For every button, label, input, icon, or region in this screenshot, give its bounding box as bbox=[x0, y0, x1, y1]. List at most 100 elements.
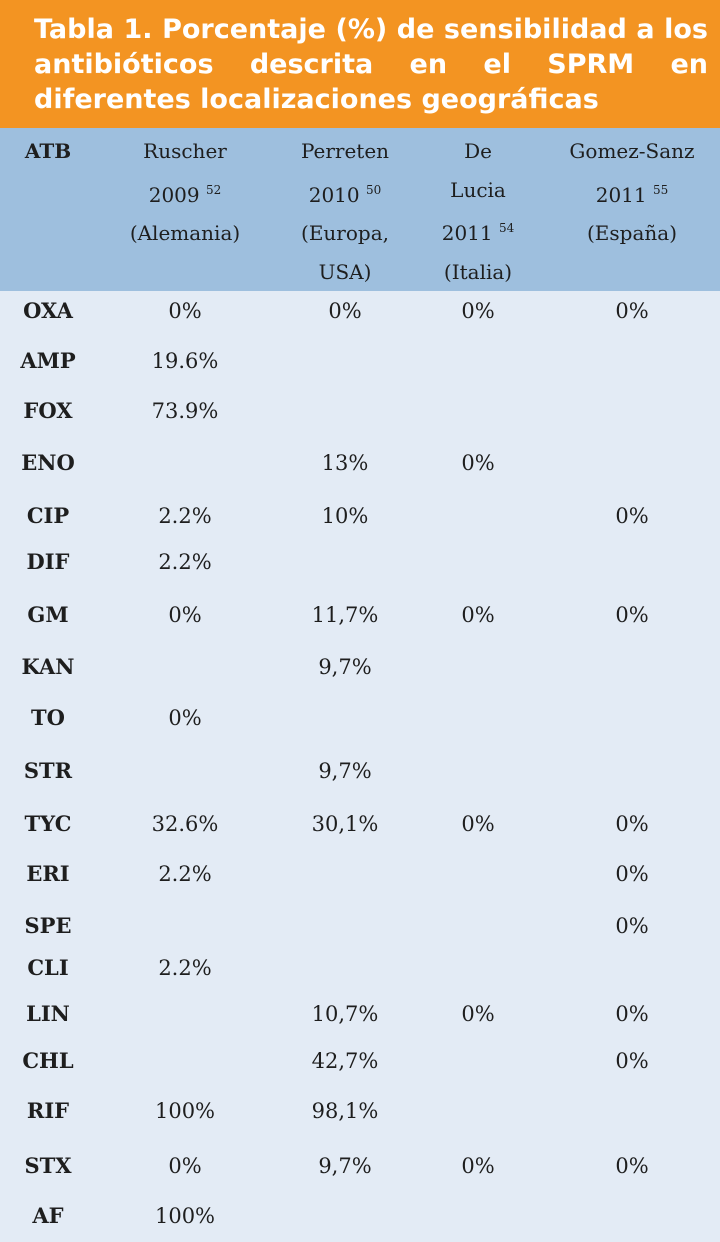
sensitivity-value: 0% bbox=[615, 1002, 649, 1026]
antibiotic-code: STX bbox=[24, 1153, 72, 1178]
antibiotic-code: DIF bbox=[26, 549, 70, 574]
column-header: Gomez-Sanz 2011 55 (España) bbox=[542, 132, 720, 253]
column-header-text: Ruscher bbox=[143, 139, 227, 163]
column-header-line: De bbox=[423, 132, 533, 171]
column-header: Perreten 2010 50 (Europa, USA) bbox=[270, 132, 420, 291]
column-header-text: (Europa, bbox=[301, 221, 389, 245]
sensitivity-value: 100% bbox=[154, 1099, 216, 1123]
column-header-line: Ruscher bbox=[100, 132, 270, 171]
table-row: TO 0% bbox=[0, 703, 720, 733]
antibiotic-code: CLI bbox=[27, 955, 69, 980]
sensitivity-value: 0% bbox=[461, 451, 495, 475]
antibiotic-code: AF bbox=[32, 1203, 64, 1228]
column-header-text: Perreten bbox=[300, 139, 390, 163]
reference-superscript: 55 bbox=[652, 182, 669, 197]
table-row: STR 9,7% bbox=[0, 756, 720, 786]
column-header: ATB bbox=[3, 132, 93, 171]
sensitivity-value: 11,7% bbox=[311, 603, 379, 627]
table-row: CHL 42,7% 0% bbox=[0, 1046, 720, 1076]
column-header-line: 2011 54 bbox=[423, 209, 533, 253]
sensitivity-value: 0% bbox=[615, 1154, 649, 1178]
table-row: FOX 73.9% bbox=[0, 396, 720, 426]
sensitivity-value: 0% bbox=[461, 299, 495, 323]
antibiotic-code: STR bbox=[23, 758, 73, 783]
reference-superscript: 52 bbox=[205, 182, 222, 197]
sensitivity-value: 32.6% bbox=[151, 812, 219, 836]
column-header-text: USA) bbox=[318, 259, 372, 284]
table-row: ENO 13% 0% bbox=[0, 448, 720, 478]
column-header: De Lucia 2011 54 (Italia) bbox=[423, 132, 533, 291]
sensitivity-value: 30,1% bbox=[311, 812, 379, 836]
table-row: KAN 9,7% bbox=[0, 652, 720, 682]
column-header-text: 2010 bbox=[308, 182, 360, 207]
sensitivity-value: 0% bbox=[615, 1049, 649, 1073]
sensitivity-value: 0% bbox=[461, 603, 495, 627]
column-header-line: (España) bbox=[542, 214, 720, 253]
table-row: RIF 100% 98,1% bbox=[0, 1096, 720, 1126]
antibiotic-code: ERI bbox=[26, 861, 70, 886]
column-header-line: USA) bbox=[270, 253, 420, 292]
sensitivity-value: 0% bbox=[461, 1002, 495, 1026]
column-header-text: (Alemania) bbox=[129, 221, 241, 245]
sensitivity-value: 9,7% bbox=[318, 655, 372, 679]
table-row: CLI 2.2% bbox=[0, 953, 720, 983]
table-row: LIN 10,7% 0% 0% bbox=[0, 999, 720, 1029]
antibiotic-code: TO bbox=[31, 705, 65, 730]
sensitivity-value: 2.2% bbox=[158, 550, 212, 574]
antibiotic-code: TYC bbox=[24, 811, 72, 836]
table-row: OXA 0% 0% 0% 0% bbox=[0, 296, 720, 326]
sensitivity-value: 100% bbox=[154, 1204, 216, 1228]
column-header-line: 2009 52 bbox=[100, 171, 270, 215]
table-row: CIP 2.2% 10% 0% bbox=[0, 501, 720, 531]
antibiotic-code: KAN bbox=[21, 654, 75, 679]
sensitivity-value: 13% bbox=[321, 451, 369, 475]
column-header-line: (Europa, bbox=[270, 214, 420, 253]
table-row: STX 0% 9,7% 0% 0% bbox=[0, 1151, 720, 1181]
sensitivity-value: 73.9% bbox=[151, 399, 219, 423]
sensitivity-value: 0% bbox=[615, 603, 649, 627]
antibiotic-code: RIF bbox=[26, 1098, 70, 1123]
sensitivity-value: 0% bbox=[615, 914, 649, 938]
column-header-line: Lucia bbox=[423, 171, 533, 210]
table-row: ERI 2.2% 0% bbox=[0, 859, 720, 889]
table-title-banner: Tabla 1. Porcentaje (%) de sensibilidad … bbox=[0, 0, 720, 128]
column-header-line: (Alemania) bbox=[100, 214, 270, 253]
antibiotic-code: LIN bbox=[26, 1001, 70, 1026]
sensitivity-value: 19.6% bbox=[151, 349, 219, 373]
reference-superscript: 54 bbox=[498, 221, 515, 235]
column-header: Ruscher 2009 52 (Alemania) bbox=[100, 132, 270, 253]
column-header-line: (Italia) bbox=[423, 253, 533, 292]
column-header-text: (Italia) bbox=[443, 259, 513, 284]
reference-superscript: 50 bbox=[365, 182, 382, 197]
antibiotic-code: CIP bbox=[26, 503, 70, 528]
antibiotic-code: OXA bbox=[23, 298, 73, 323]
sensitivity-value: 2.2% bbox=[158, 504, 212, 528]
antibiotic-code: AMP bbox=[20, 348, 76, 373]
table-row: DIF 2.2% bbox=[0, 547, 720, 577]
sensitivity-value: 0% bbox=[168, 603, 202, 627]
sensitivity-value: 98,1% bbox=[311, 1099, 379, 1123]
column-header-text: 2011 bbox=[441, 221, 493, 245]
sensitivity-value: 0% bbox=[461, 1154, 495, 1178]
column-header-text: Gomez-Sanz bbox=[569, 139, 695, 163]
sensitivity-value: 10,7% bbox=[311, 1002, 379, 1026]
column-header-line: 2011 55 bbox=[542, 171, 720, 215]
sensitivity-value: 0% bbox=[168, 299, 202, 323]
sensitivity-value: 0% bbox=[615, 862, 649, 886]
antibiotic-code: FOX bbox=[23, 398, 73, 423]
sensitivity-value: 9,7% bbox=[318, 1154, 372, 1178]
antibiotic-code: CHL bbox=[22, 1048, 74, 1073]
table-row: GM 0% 11,7% 0% 0% bbox=[0, 600, 720, 630]
table-row: SPE 0% bbox=[0, 911, 720, 941]
column-header-line: Perreten bbox=[270, 132, 420, 171]
sensitivity-value: 2.2% bbox=[158, 862, 212, 886]
column-header-text: 2011 bbox=[595, 182, 647, 207]
column-header-text: ATB bbox=[24, 139, 72, 163]
antibiotic-code: ENO bbox=[21, 450, 75, 475]
column-header-line: 2010 50 bbox=[270, 171, 420, 215]
sensitivity-value: 2.2% bbox=[158, 956, 212, 980]
column-header-text: De bbox=[464, 139, 492, 163]
table-header: ATB Ruscher 2009 52 (Alemania) Perreten 2010 … bbox=[0, 128, 720, 291]
antibiotic-code: SPE bbox=[24, 913, 72, 938]
table-row: AF 100% bbox=[0, 1201, 720, 1231]
